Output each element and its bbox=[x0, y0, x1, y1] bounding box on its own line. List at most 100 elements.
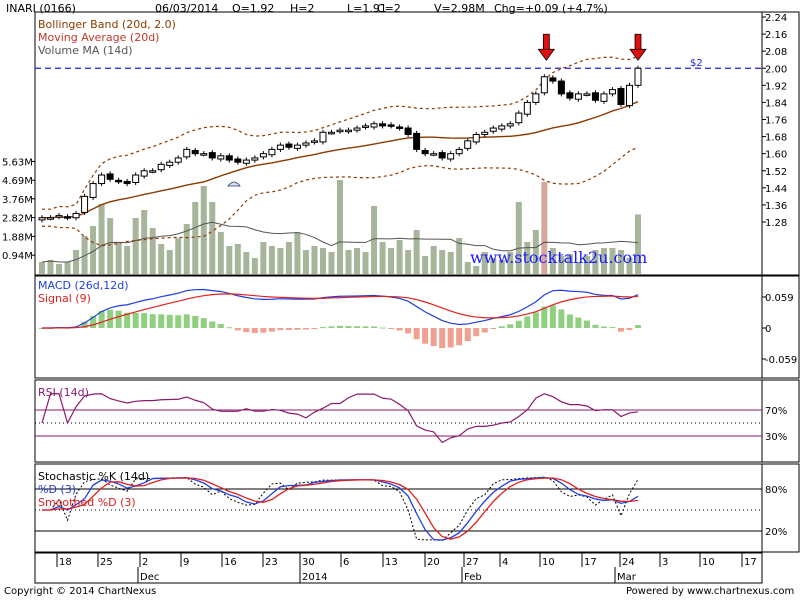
rsi-line bbox=[41, 393, 639, 444]
macd-histogram-bar bbox=[90, 316, 97, 328]
volume-bar bbox=[115, 242, 122, 274]
macd-histogram-bar bbox=[294, 328, 301, 330]
candle-body bbox=[327, 131, 335, 135]
macd-histogram-bar bbox=[371, 326, 378, 328]
macd-histogram-bar bbox=[192, 315, 199, 328]
macd-histogram-bar bbox=[209, 321, 216, 328]
candle-body bbox=[72, 212, 80, 219]
macd-histogram-bar bbox=[396, 328, 403, 331]
candle-body bbox=[404, 127, 412, 135]
volume-bar bbox=[166, 250, 173, 274]
macd-histogram-bar bbox=[635, 325, 641, 328]
volume-bar bbox=[600, 248, 607, 274]
macd-histogram-bar bbox=[430, 328, 437, 347]
candle-body bbox=[251, 157, 259, 161]
candle-body bbox=[583, 93, 591, 96]
candle-body bbox=[591, 92, 599, 101]
price-tick-label: 2.16 bbox=[765, 30, 787, 41]
macd-histogram-bar bbox=[260, 328, 267, 333]
volume-bar bbox=[430, 246, 437, 274]
price-tick-label: 1.28 bbox=[765, 218, 787, 229]
volume-bar bbox=[98, 204, 105, 274]
volume-bar bbox=[575, 262, 582, 274]
x-tick-label: 25 bbox=[100, 557, 113, 568]
legend-stoch-k: Stochastic %K (14d) bbox=[38, 470, 150, 483]
header-low: L=1.91 bbox=[347, 2, 387, 15]
macd-histogram-bar bbox=[464, 328, 471, 342]
candle-body bbox=[498, 125, 506, 130]
macd-histogram-bar bbox=[549, 305, 556, 328]
volume-bar bbox=[626, 258, 633, 274]
volume-bar bbox=[541, 182, 548, 274]
macd-histogram-bar bbox=[507, 324, 514, 328]
volume-bar bbox=[507, 252, 514, 274]
candle-body bbox=[183, 148, 191, 158]
header-change: Chg=+0.09 (+4.7%) bbox=[494, 2, 608, 15]
volume-bar bbox=[456, 238, 463, 274]
x-tick-label: 6 bbox=[343, 557, 349, 568]
x-tick-label: 24 bbox=[622, 557, 635, 568]
candle-body bbox=[242, 159, 250, 164]
x-tick-label: 23 bbox=[265, 557, 278, 568]
macd-histogram-bar bbox=[175, 315, 182, 328]
volume-bar bbox=[200, 186, 207, 274]
legend-signal: Signal (9) bbox=[38, 292, 91, 305]
bollinger-lower-line bbox=[42, 146, 639, 247]
legend-volume-ma: Volume MA (14d) bbox=[38, 44, 133, 57]
price-tick-label: 1.84 bbox=[765, 98, 787, 109]
macd-histogram-bar bbox=[183, 314, 190, 328]
candle-body bbox=[540, 76, 548, 94]
candle-body bbox=[566, 92, 574, 99]
volume-bar bbox=[592, 250, 599, 274]
candle-body bbox=[345, 129, 353, 133]
volume-bar bbox=[583, 256, 590, 274]
macd-tick-label: 0.059 bbox=[765, 293, 794, 304]
candle-body bbox=[379, 123, 387, 127]
macd-histogram-bar bbox=[481, 328, 488, 333]
macd-histogram-bar bbox=[319, 327, 326, 329]
macd-histogram-bar bbox=[149, 314, 156, 328]
volume-bar bbox=[64, 262, 71, 274]
macd-histogram-bar bbox=[490, 328, 497, 329]
macd-histogram-bar bbox=[388, 328, 395, 329]
candle-body bbox=[140, 170, 148, 177]
volume-bar bbox=[277, 248, 284, 274]
macd-histogram-bar bbox=[558, 309, 565, 328]
macd-tick-label: 0 bbox=[765, 324, 771, 335]
volume-bar bbox=[371, 206, 378, 274]
volume-bar bbox=[490, 258, 497, 274]
volume-bar bbox=[175, 238, 182, 274]
candle-body bbox=[336, 129, 344, 133]
footer-copyright: Copyright © 2014 ChartNexus bbox=[4, 586, 157, 597]
axis-frame-2 bbox=[761, 379, 800, 463]
candle-body bbox=[387, 124, 395, 127]
candle-body bbox=[268, 148, 276, 156]
legend-stoch-smoothed: Smoothed %D (3) bbox=[38, 496, 136, 509]
macd-histogram-bar bbox=[166, 314, 173, 328]
candle-body bbox=[47, 217, 55, 220]
axis-frame-1 bbox=[761, 275, 800, 379]
volume-bar bbox=[532, 230, 539, 274]
x-tick-label: 2 bbox=[142, 557, 148, 568]
volume-bar bbox=[124, 246, 131, 274]
stoch-tick-label: 80% bbox=[765, 485, 787, 496]
axis-frame-3 bbox=[761, 463, 800, 553]
macd-histogram-bar bbox=[345, 326, 352, 328]
candle-body bbox=[55, 215, 63, 218]
candle-body bbox=[234, 158, 242, 163]
volume-tick-label: 5.63M bbox=[2, 157, 33, 168]
x-month-label: Dec bbox=[140, 572, 159, 583]
resistance-label: $2 bbox=[690, 58, 703, 69]
candle-body bbox=[64, 216, 72, 219]
volume-bar bbox=[56, 264, 63, 274]
x-axis-frame bbox=[34, 552, 763, 584]
macd-histogram-bar bbox=[217, 323, 224, 328]
macd-histogram-bar bbox=[498, 326, 505, 328]
candle-body bbox=[89, 183, 97, 198]
candle-body bbox=[149, 170, 157, 173]
alert-bell-icon bbox=[227, 181, 241, 187]
volume-bar bbox=[524, 242, 531, 274]
candle-body bbox=[276, 144, 284, 150]
